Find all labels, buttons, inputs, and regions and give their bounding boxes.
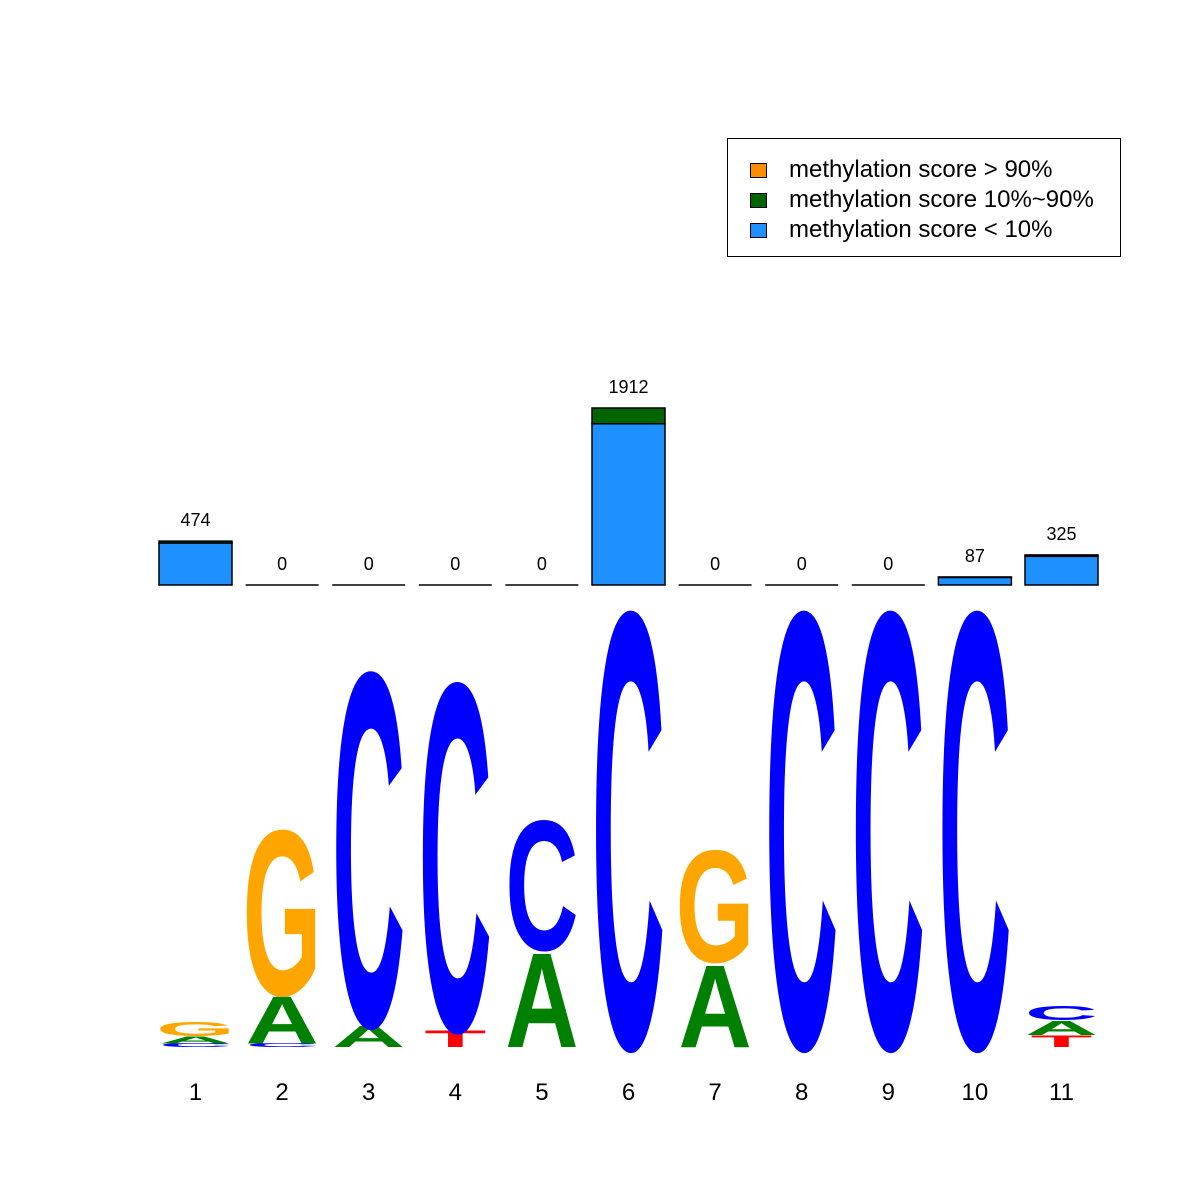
position-label: 4 — [449, 1079, 462, 1106]
bar-value-label: 474 — [180, 510, 210, 530]
logo-letter-A: A — [678, 941, 751, 1073]
position-label: 7 — [708, 1079, 721, 1106]
legend-item-low: methylation score < 10% — [750, 215, 1052, 245]
bar-segment — [1024, 555, 1099, 586]
position-label: 3 — [362, 1079, 375, 1106]
legend-swatch-high — [750, 162, 767, 178]
bar-value-label: 0 — [450, 554, 460, 574]
bar-value-label: 87 — [965, 546, 985, 566]
bar-value-label: 0 — [364, 554, 374, 574]
logo-letter-G: G — [156, 1018, 235, 1040]
position-label: 2 — [275, 1079, 288, 1106]
legend-item-mid: methylation score 10%~90% — [750, 185, 1094, 215]
position-axis-labels: 1 2 3 4 5 6 7 8 9 10 11 — [189, 1079, 1074, 1106]
logo-letter-C: C — [852, 482, 925, 1180]
legend-label-low: methylation score < 10% — [789, 216, 1053, 243]
bar-segment — [591, 407, 666, 425]
position-label: 11 — [1049, 1079, 1074, 1106]
logo-letter-C: C — [592, 482, 665, 1180]
logo-letter-T: T — [424, 1025, 486, 1052]
position-label: 5 — [535, 1079, 548, 1106]
logo-letter-A: A — [159, 1034, 232, 1045]
bar-value-label: 0 — [710, 554, 720, 574]
logo-letter-C: C — [245, 1042, 318, 1048]
bar-value-label: 0 — [883, 554, 893, 574]
bar-segment — [1024, 554, 1099, 558]
logo-letter-C: C — [419, 580, 492, 1137]
logo-letter-C: C — [938, 482, 1011, 1180]
position-label: 8 — [795, 1079, 808, 1106]
logo-letter-G: G — [243, 780, 322, 1045]
bar-value-labels: 474 0 0 0 0 1912 0 0 0 87 325 — [180, 377, 1076, 574]
legend: methylation score > 90% methylation scor… — [727, 138, 1121, 257]
logo-letter-C: C — [332, 567, 405, 1133]
bar-segment — [158, 540, 233, 544]
legend-label-high: methylation score > 90% — [789, 156, 1053, 183]
methylation-bars — [158, 407, 1099, 586]
bar-segment — [158, 542, 233, 586]
logo-letter-G: G — [676, 817, 755, 996]
position-label: 9 — [882, 1079, 895, 1106]
logo-letter-C: C — [505, 782, 578, 989]
legend-swatch-mid — [750, 192, 767, 208]
logo-letter-C: C — [765, 482, 838, 1180]
legend-swatch-low — [750, 222, 767, 238]
legend-item-high: methylation score > 90% — [750, 155, 1052, 185]
logo-letter-C: C — [159, 1042, 232, 1048]
logo-letter-A: A — [332, 1019, 405, 1053]
legend-label-mid: methylation score 10%~90% — [789, 186, 1094, 213]
bar-value-label: 0 — [537, 554, 547, 574]
bar-value-label: 0 — [797, 554, 807, 574]
position-label: 6 — [622, 1079, 635, 1106]
bar-value-label: 1912 — [608, 377, 648, 397]
logo-letter-A: A — [245, 983, 318, 1058]
position-label: 1 — [189, 1079, 202, 1106]
logo-letter-C: C — [1025, 1002, 1098, 1024]
logo-letter-T: T — [1031, 1032, 1093, 1051]
bar-value-label: 0 — [277, 554, 287, 574]
bar-value-label: 325 — [1046, 524, 1076, 544]
position-label: 10 — [962, 1079, 989, 1106]
logo-letter-A: A — [505, 926, 578, 1076]
logo-letter-A: A — [1025, 1017, 1098, 1039]
